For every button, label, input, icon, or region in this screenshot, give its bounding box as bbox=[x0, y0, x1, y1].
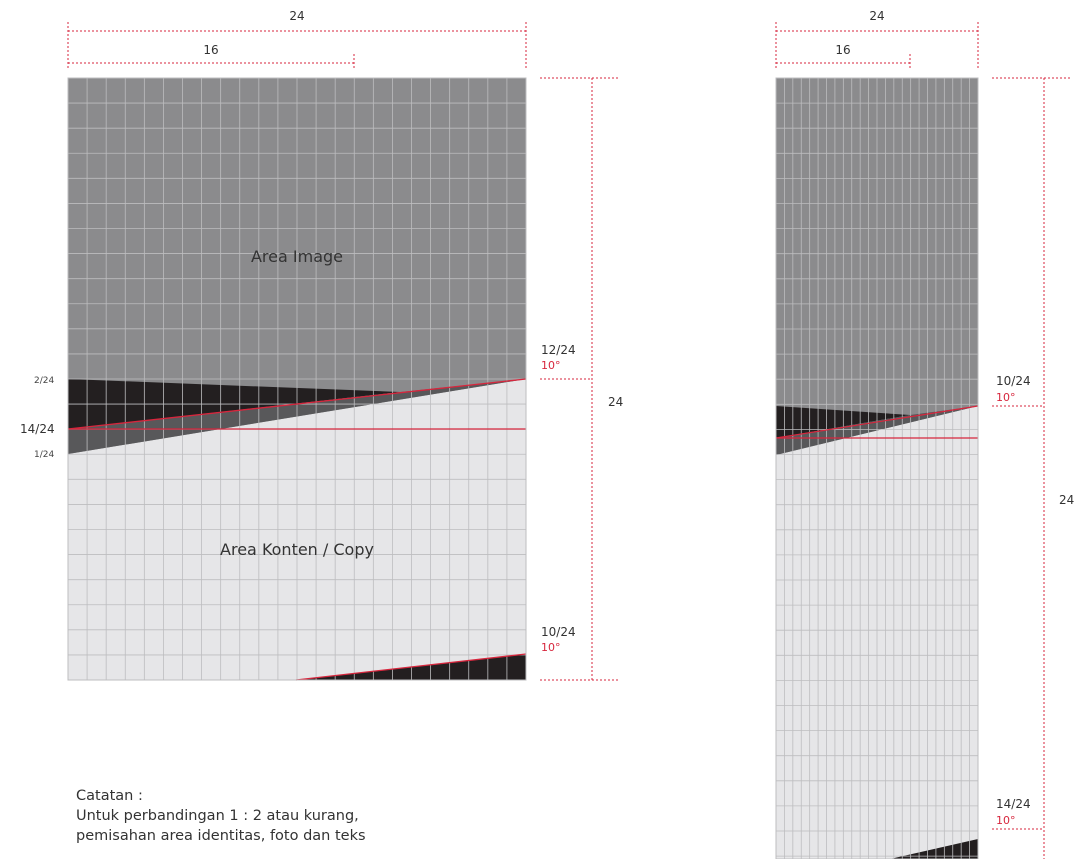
right-right-dim-label: 24 bbox=[1059, 493, 1074, 507]
left-upper-ratio: 12/24 bbox=[541, 343, 576, 357]
left-top-dim-full-label: 24 bbox=[289, 9, 304, 23]
left-lower-angle: 10° bbox=[541, 641, 561, 654]
right-top-dim-partial-label: 16 bbox=[835, 43, 850, 57]
left-top-dim-partial-label: 16 bbox=[203, 43, 218, 57]
left-layout-diagram: 24 16 24 Area Image Area Konten / Copy 2… bbox=[20, 9, 623, 681]
left-right-dim-label: 24 bbox=[608, 395, 623, 409]
left-upper-angle: 10° bbox=[541, 359, 561, 372]
left-grid bbox=[68, 78, 526, 680]
left-red-diagonal bbox=[67, 378, 527, 430]
right-lower-angle: 10° bbox=[996, 814, 1016, 827]
right-upper-angle: 10° bbox=[996, 391, 1016, 404]
note-block: Catatan : Untuk perbandingan 1 : 2 atau … bbox=[76, 786, 366, 846]
left-label-1-24: 1/24 bbox=[34, 450, 54, 460]
left-label-2-24: 2/24 bbox=[34, 376, 54, 386]
right-upper-ratio: 10/24 bbox=[996, 374, 1031, 388]
right-grid bbox=[776, 78, 978, 859]
right-top-dim-full-label: 24 bbox=[869, 9, 884, 23]
left-area-content-label: Area Konten / Copy bbox=[220, 540, 374, 559]
right-layout-diagram: 24 16 24 10/24 10° 14/24 10° bbox=[775, 9, 1074, 859]
note-line-1: Untuk perbandingan 1 : 2 atau kurang, bbox=[76, 808, 359, 824]
left-red-bottom-diagonal bbox=[295, 653, 527, 681]
right-red-diagonal bbox=[775, 405, 979, 439]
left-area-image-label: Area Image bbox=[251, 247, 343, 266]
left-lower-ratio: 10/24 bbox=[541, 625, 576, 639]
note-title: Catatan : bbox=[76, 788, 143, 804]
right-lower-ratio: 14/24 bbox=[996, 797, 1031, 811]
right-bottom-dark-wedge bbox=[890, 839, 978, 859]
left-label-14-24: 14/24 bbox=[20, 422, 55, 436]
note-line-2: pemisahan area identitas, foto dan teks bbox=[76, 828, 366, 844]
